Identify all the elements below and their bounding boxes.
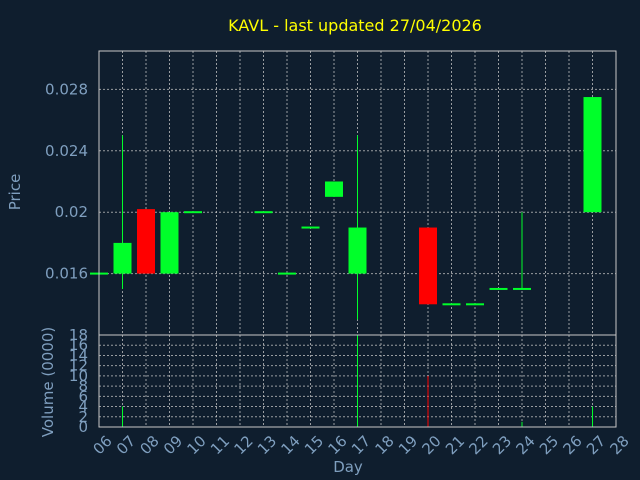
price-tick-label: 0.028 [45,80,88,98]
candle-body-15 [301,226,320,229]
volume-tick-label: 10 [69,367,88,385]
volume-tick-label: 12 [69,357,88,375]
volume-tick-label: 16 [69,336,88,354]
price-tick-labels: 0.016 0.02 0.024 0.028 [45,80,88,282]
x-tick-labels: 0607080910111213141516171819202122232425… [90,432,633,458]
price-tick-label: 0.024 [45,142,88,160]
volume-plot-frame [98,334,617,428]
price-tick-label: 0.02 [55,203,88,221]
volume-tick-label: 18 [69,326,88,344]
volume-axis-label: Volume (0000) [39,327,57,437]
candle-body-21 [442,303,461,306]
price-tick-label: 0.016 [45,265,88,283]
volume-tick-label: 0 [78,418,88,436]
candle-body-07 [113,242,132,274]
candle-body-22 [466,303,484,306]
volume-tick-label: 4 [78,398,88,416]
volume-tick-label: 6 [78,387,88,405]
price-axis-label: Price [6,174,24,211]
candle-body-23 [489,287,508,290]
candle-body-08 [137,209,155,274]
candle-body-27 [583,97,602,213]
candle-body-24 [513,287,531,290]
candle-body-09 [160,212,179,274]
candles-group [90,97,602,320]
candle-body-20 [419,227,437,305]
candle-body-14 [278,272,296,275]
candle-body-13 [254,211,273,214]
volume-tick-label: 8 [78,377,88,395]
candle-body-17 [348,227,367,274]
candle-body-16 [325,181,343,197]
x-axis-label: Day [333,458,363,476]
candle-body-10 [184,211,202,214]
volume-bars-group [122,335,593,427]
chart-title: KAVL - last updated 27/04/2026 [228,16,482,35]
volume-tick-label: 2 [78,408,88,426]
volume-tick-label: 14 [69,346,88,364]
